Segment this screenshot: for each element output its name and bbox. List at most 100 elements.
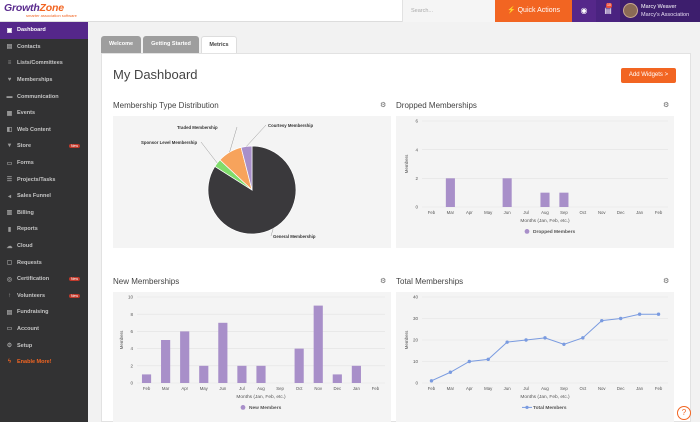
sidebar-item-lists-committees[interactable]: ≡ Lists/Committees: [0, 55, 88, 72]
sidebar-item-label: Forms: [17, 160, 34, 167]
data-point: [581, 336, 585, 340]
certificate-icon: ◎: [6, 276, 13, 283]
pie-chart-title: Membership Type Distribution: [113, 101, 219, 110]
sidebar-item-sales-funnel[interactable]: ◂ Sales Funnel: [0, 188, 88, 205]
sidebar-item-dashboard[interactable]: ▣ Dashboard: [0, 22, 88, 39]
legend-swatch: [240, 405, 246, 410]
membership-type-pie-chart: General Membership Sponsor Level Membersh…: [141, 123, 316, 239]
tab-metrics[interactable]: Metrics: [201, 36, 237, 53]
sidebar-item-volunteers[interactable]: ↑ Volunteers New: [0, 288, 88, 305]
x-tick-label: May: [484, 386, 493, 391]
sidebar-item-forms[interactable]: ▭ Forms: [0, 155, 88, 172]
sidebar-item-label: Store: [17, 143, 32, 150]
sidebar-item-label: Setup: [17, 342, 33, 349]
sidebar-item-fundraising[interactable]: ▤ Fundraising: [0, 304, 88, 321]
web-icon: ◧: [6, 127, 13, 134]
sidebar-item-cloud[interactable]: ☁ Cloud: [0, 238, 88, 255]
data-point: [637, 312, 642, 316]
x-tick-label: Sep: [276, 386, 284, 391]
bar: [313, 305, 323, 383]
x-tick-label: Apr: [181, 386, 188, 391]
sidebar-item-events[interactable]: ▦ Events: [0, 105, 88, 122]
quick-actions-button[interactable]: ⚡ Quick Actions: [495, 0, 572, 22]
sidebar-item-account[interactable]: ▭ Account: [0, 321, 88, 338]
tab-welcome[interactable]: Welcome: [101, 36, 141, 53]
x-tick-label: Feb: [428, 386, 436, 391]
help-button[interactable]: ?: [677, 406, 691, 420]
data-point: [429, 379, 434, 383]
search-input[interactable]: Search...: [402, 0, 495, 22]
data-point: [600, 318, 604, 323]
sidebar-item-enable-more[interactable]: ϟ Enable More!: [0, 354, 88, 371]
x-tick-label: Jan: [353, 386, 361, 391]
pie-connector-sponsor-level-membership: [200, 141, 218, 164]
x-tick-label: Jul: [523, 210, 529, 215]
sidebar-item-certification[interactable]: ◎ Certification New: [0, 271, 88, 288]
chat-icon: ▬: [6, 93, 13, 100]
sidebar-item-label: Dashboard: [17, 27, 46, 34]
y-tick-label: 2: [415, 176, 418, 181]
sidebar-item-memberships[interactable]: ♥ Memberships: [0, 72, 88, 89]
x-tick-label: Mar: [447, 210, 455, 215]
sidebar-item-requests[interactable]: ▢ Requests: [0, 254, 88, 271]
pie-label-general-membership: General Membership: [273, 234, 316, 239]
bar: [237, 365, 247, 383]
growthzone-logo[interactable]: GrowthZone smarter association software: [0, 0, 88, 22]
add-widgets-button[interactable]: Add Widgets >: [621, 68, 676, 83]
bar: [199, 365, 209, 383]
sidebar-item-web-content[interactable]: ◧ Web Content: [0, 122, 88, 139]
x-tick-label: May: [484, 210, 493, 215]
legend-label: New Members: [249, 405, 282, 411]
sidebar-item-label: Sales Funnel: [17, 193, 51, 200]
pie-label-traded-membership: Traded Membership: [177, 125, 218, 130]
sidebar-item-billing[interactable]: ▥ Billing: [0, 205, 88, 222]
sidebar-item-reports[interactable]: ▮ Reports: [0, 221, 88, 238]
sidebar-item-label: Requests: [17, 259, 42, 266]
x-tick-label: Dec: [617, 386, 625, 391]
notifications-button[interactable]: ▤ 10: [596, 0, 620, 22]
user-menu[interactable]: Marcy Weaver Marcy's Association: [620, 0, 700, 22]
y-tick-label: 6: [415, 119, 418, 124]
bar: [180, 331, 190, 383]
fundraising-icon: ▤: [6, 309, 13, 316]
data-point: [618, 316, 623, 321]
x-tick-label: Apr: [466, 210, 473, 215]
tab-getting-started[interactable]: Getting Started: [143, 36, 199, 53]
chart-icon: ▮: [7, 226, 12, 233]
x-tick-label: Mar: [162, 386, 170, 391]
x-tick-label: Mar: [447, 386, 455, 391]
sidebar-item-projects-tasks[interactable]: ☰ Projects/Tasks: [0, 171, 88, 188]
form-icon: ▭: [6, 160, 13, 167]
list-icon: ≡: [7, 60, 12, 67]
bar: [256, 365, 266, 383]
sidebar-item-store[interactable]: ▼ Store New: [0, 138, 88, 155]
gear-icon[interactable]: ⚙: [663, 102, 670, 109]
gear-icon[interactable]: ⚙: [380, 278, 387, 285]
new-badge: New: [68, 144, 80, 149]
globe-button[interactable]: ◉: [572, 0, 596, 22]
bar: [332, 374, 342, 383]
bar: [351, 365, 361, 383]
sidebar-item-label: Events: [17, 110, 36, 117]
sidebar-item-label: Memberships: [17, 77, 53, 84]
sidebar-item-communication[interactable]: ▬ Communication: [0, 88, 88, 105]
y-tick-label: 2: [130, 363, 133, 368]
gear-icon[interactable]: ⚙: [380, 102, 387, 109]
total-chart-area: 0 10 20 30 40 Members Feb Mar Apr May Jun Jul Aug Sep…: [396, 292, 674, 422]
sidebar-item-label: Fundraising: [17, 309, 49, 316]
sidebar-item-setup[interactable]: ⚙ Setup: [0, 337, 88, 354]
pie-connector-general-membership: [270, 228, 274, 237]
x-tick-label: Jan: [636, 386, 644, 391]
question-icon: ?: [681, 408, 687, 417]
y-axis-label: Members: [404, 154, 409, 174]
legend-label: Total Members: [533, 405, 567, 411]
sidebar-item-contacts[interactable]: ▤ Contacts: [0, 39, 88, 56]
y-tick-label: 30: [413, 316, 419, 321]
pie-chart-area: General Membership Sponsor Level Membersh…: [113, 116, 391, 248]
dashboard-icon: ▣: [6, 27, 13, 34]
x-tick-label: Nov: [598, 386, 606, 391]
top-bar: GrowthZone smarter association software …: [0, 0, 700, 22]
new-memberships-chart: 0 2 4 6 8 10 Members Feb Mar Apr May Jun Jul Aug Sep Oc…: [119, 295, 385, 411]
data-point: [486, 357, 490, 362]
gear-icon[interactable]: ⚙: [663, 278, 670, 285]
